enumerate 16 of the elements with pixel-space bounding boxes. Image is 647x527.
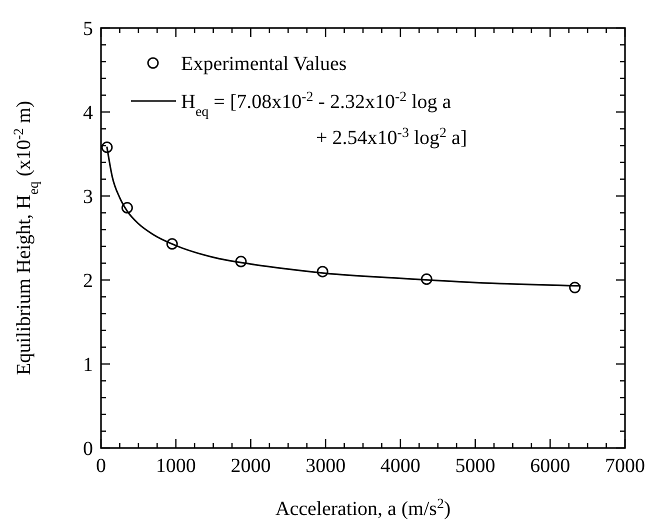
x-tick-label: 4000 — [380, 455, 420, 477]
x-tick-label: 7000 — [605, 455, 645, 477]
y-tick-label: 2 — [83, 270, 93, 292]
x-tick-label: 2000 — [230, 455, 271, 477]
x-tick-label: 3000 — [306, 455, 346, 477]
y-tick-label: 0 — [83, 438, 93, 460]
x-tick-label: 1000 — [156, 455, 196, 477]
legend-label: Experimental Values — [181, 53, 347, 75]
x-tick-label: 6000 — [530, 455, 570, 477]
y-tick-label: 5 — [83, 18, 93, 40]
y-tick-label: 3 — [83, 186, 93, 208]
text: H$_{eq}$ = [7.08x10$^{-2}$ - 2.32x10$^{-2}$ log a + 2.54x10$^{-3}$ log$^{2}$ a] — [181, 90, 468, 149]
y-tick-label: 1 — [83, 354, 93, 376]
x-tick-label: 5000 — [455, 455, 496, 477]
x-axis-title: Acceleration, a (m/s$^{2}$) — [275, 496, 451, 520]
y-tick-label: 4 — [83, 102, 93, 124]
